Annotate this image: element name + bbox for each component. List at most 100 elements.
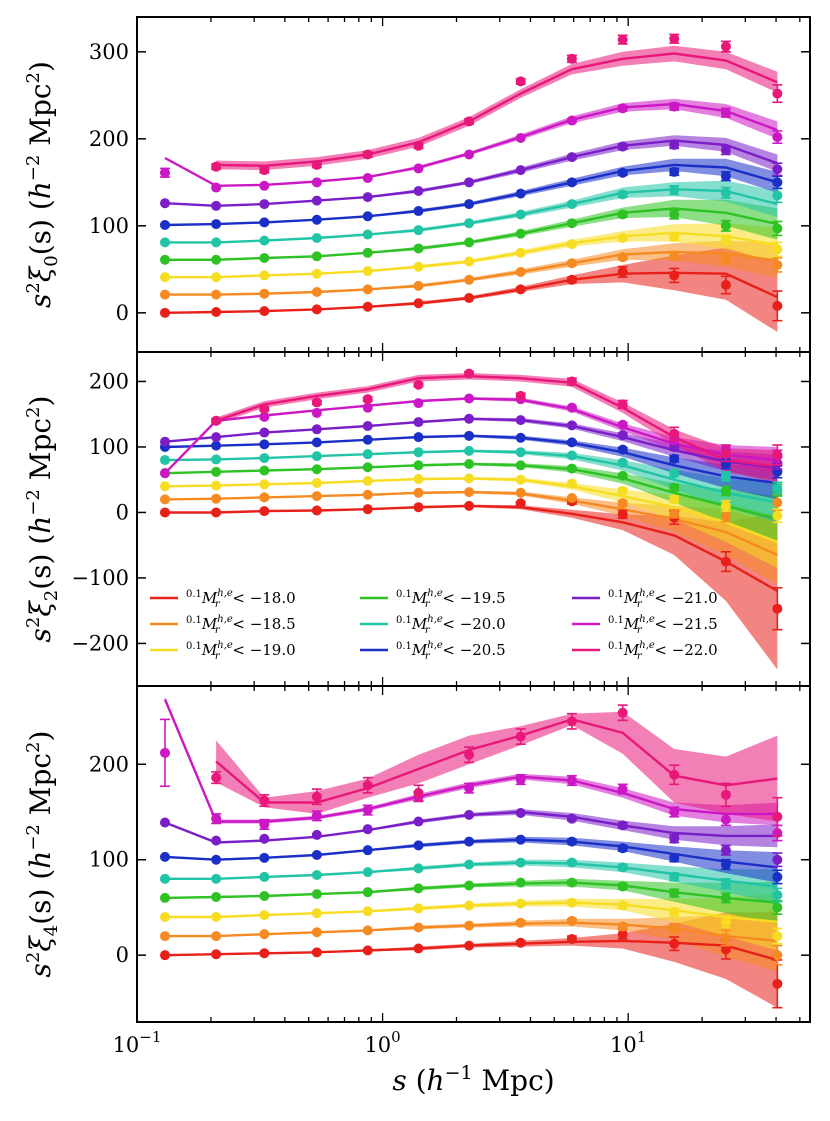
band--21.5 [165,98,778,187]
point--20.0 [669,468,680,479]
point--22.0 [362,394,373,405]
point--18.5 [720,253,731,264]
point--19.0 [413,474,424,485]
point--18.0 [772,300,783,311]
point--18.5 [515,917,526,928]
band--22.0 [216,373,778,483]
point--18.5 [566,493,577,504]
point--19.5 [464,880,475,891]
point--19.5 [259,253,270,264]
point--20.5 [566,437,577,448]
point--19.5 [772,223,783,234]
point--20.5 [515,834,526,845]
legend-label: 0.1Mh,e r < −19.5 [396,588,506,610]
point--22.0 [311,159,322,170]
x-tick-label: 100 [364,1028,400,1057]
point--19.0 [720,916,731,927]
point--21.5 [159,747,170,758]
point--19.5 [159,892,170,903]
point--19.5 [617,470,628,481]
point--22.0 [720,448,731,459]
legend-entry--21.5: 0.1Mh,e r < −21.5 [572,614,718,636]
point--19.0 [720,500,731,511]
legend-label: 0.1Mh,e r < −18.5 [186,614,296,636]
point--20.0 [311,451,322,462]
point--20.0 [566,857,577,868]
point--18.0 [159,307,170,318]
point--18.0 [311,304,322,315]
point--20.5 [566,836,577,847]
point--18.5 [362,284,373,295]
point--21.0 [413,186,424,197]
point--21.5 [617,419,628,430]
point--18.0 [311,505,322,516]
point--19.0 [772,244,783,255]
legend-entry--19.0: 0.1Mh,e r < −19.0 [150,640,296,662]
y-tick-label: 100 [89,848,129,872]
point--21.0 [159,436,170,447]
y-tick-label: 200 [89,127,129,151]
point--21.0 [464,177,475,188]
point--20.5 [669,453,680,464]
legend: 0.1Mh,e r < −18.0 0.1Mh,e r < −18.5 0.1Mh,e r… [150,588,718,662]
y-tick-label: 0 [116,301,129,325]
point--18.0 [566,933,577,944]
point--18.5 [362,489,373,500]
point--18.5 [211,493,222,504]
point--19.5 [566,877,577,888]
point--21.0 [720,845,731,856]
point--20.5 [720,171,731,182]
point--21.5 [159,468,170,479]
point--20.0 [515,209,526,220]
point--20.5 [617,444,628,455]
point--21.5 [211,182,222,193]
point--18.5 [772,259,783,270]
point--21.0 [211,835,222,846]
band--20.5 [165,158,778,226]
point--20.0 [772,190,783,201]
point--20.0 [311,870,322,880]
point--18.5 [413,922,424,933]
point--19.0 [464,900,475,911]
legend-entry--18.0: 0.1Mh,e r < −18.0 [150,588,296,610]
y-tick-label: 300 [89,40,129,64]
point--21.5 [772,132,783,143]
point--21.0 [259,427,270,438]
point--18.5 [211,931,222,942]
point--19.0 [617,485,628,496]
point--20.0 [259,453,270,464]
point--21.5 [259,180,270,191]
point--18.0 [669,938,680,949]
point--21.0 [669,139,680,150]
point--20.0 [515,447,526,458]
point--20.0 [566,450,577,461]
x-axis-label: s (h−1 Mpc) [392,1062,554,1097]
point--21.0 [362,421,373,432]
point--19.5 [720,220,731,231]
point--18.0 [720,944,731,955]
point--18.0 [159,950,170,961]
point--22.0 [566,53,577,64]
point--19.5 [413,243,424,254]
point--21.5 [413,398,424,409]
point--18.5 [720,511,731,522]
point--18.5 [464,487,475,498]
point--18.0 [211,949,222,960]
point--21.0 [211,432,222,443]
point--20.0 [362,229,373,240]
point--19.0 [566,478,577,489]
point--18.0 [211,507,222,518]
point--19.0 [311,908,322,919]
point--20.0 [362,867,373,878]
legend-label: 0.1Mh,e r < −21.5 [608,614,718,636]
point--19.0 [362,476,373,487]
point--21.0 [159,198,170,209]
point--19.0 [362,906,373,917]
point--19.0 [617,900,628,911]
point--18.5 [362,925,373,936]
point--20.5 [159,219,170,230]
y-tick-label: 100 [89,435,129,459]
point--21.5 [311,810,322,821]
point--22.0 [211,415,222,426]
point--19.0 [413,261,424,272]
